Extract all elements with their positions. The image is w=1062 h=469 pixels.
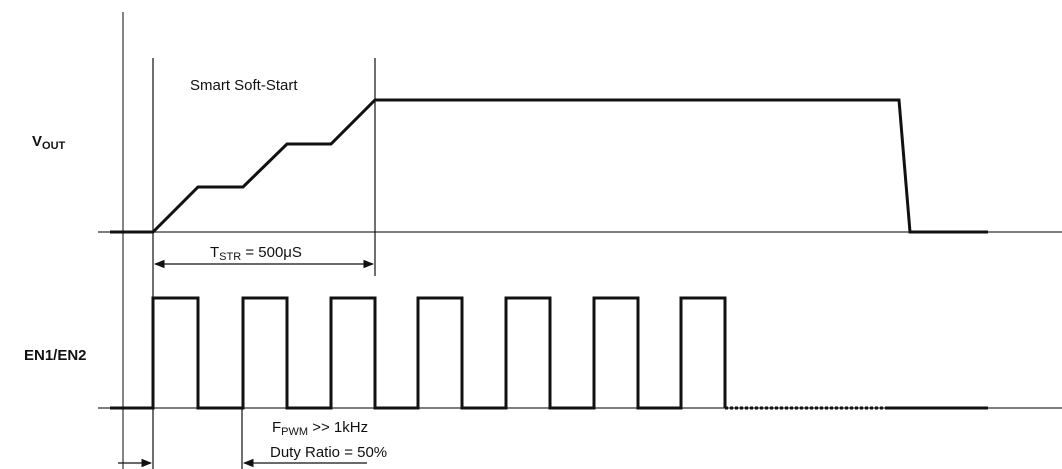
soft-start-title: Smart Soft-Start (190, 77, 298, 94)
duty-ratio-label: Duty Ratio = 50% (270, 444, 387, 461)
vout-waveform (110, 98, 988, 234)
en-pwm-waveform (110, 296, 727, 410)
fpwm-label: FPWM >> 1kHz (272, 419, 368, 438)
en-label: EN1/EN2 (24, 347, 87, 364)
tstr-label: TSTR = 500μS (210, 244, 302, 263)
vout-label: VOUT (32, 133, 66, 152)
